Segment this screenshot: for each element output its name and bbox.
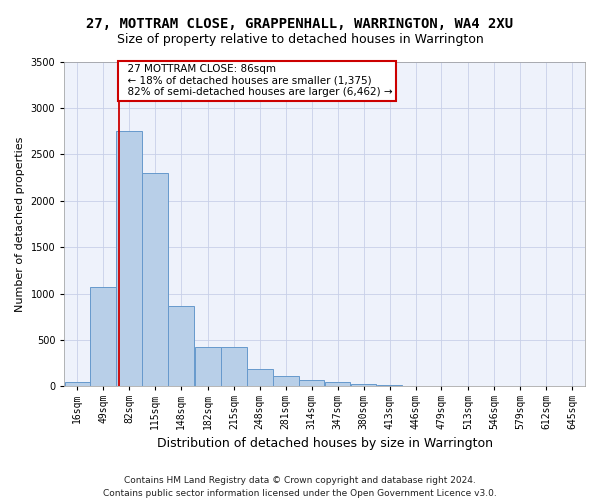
Text: 27, MOTTRAM CLOSE, GRAPPENHALL, WARRINGTON, WA4 2XU: 27, MOTTRAM CLOSE, GRAPPENHALL, WARRINGT… [86, 18, 514, 32]
Bar [195, 348, 221, 387]
Bar [273, 376, 299, 386]
Text: Size of property relative to detached houses in Warrington: Size of property relative to detached ho… [116, 32, 484, 46]
Bar [247, 370, 272, 386]
Bar [325, 382, 350, 386]
Bar [116, 131, 142, 386]
Bar [91, 286, 116, 386]
Bar [65, 382, 90, 386]
Bar [221, 348, 247, 387]
Y-axis label: Number of detached properties: Number of detached properties [15, 136, 25, 312]
Bar [299, 380, 325, 386]
Text: Contains HM Land Registry data © Crown copyright and database right 2024.
Contai: Contains HM Land Registry data © Crown c… [103, 476, 497, 498]
Bar [142, 173, 168, 386]
Text: 27 MOTTRAM CLOSE: 86sqm
  ← 18% of detached houses are smaller (1,375)
  82% of : 27 MOTTRAM CLOSE: 86sqm ← 18% of detache… [121, 64, 392, 98]
Bar [351, 384, 376, 386]
Bar [169, 306, 194, 386]
X-axis label: Distribution of detached houses by size in Warrington: Distribution of detached houses by size … [157, 437, 493, 450]
